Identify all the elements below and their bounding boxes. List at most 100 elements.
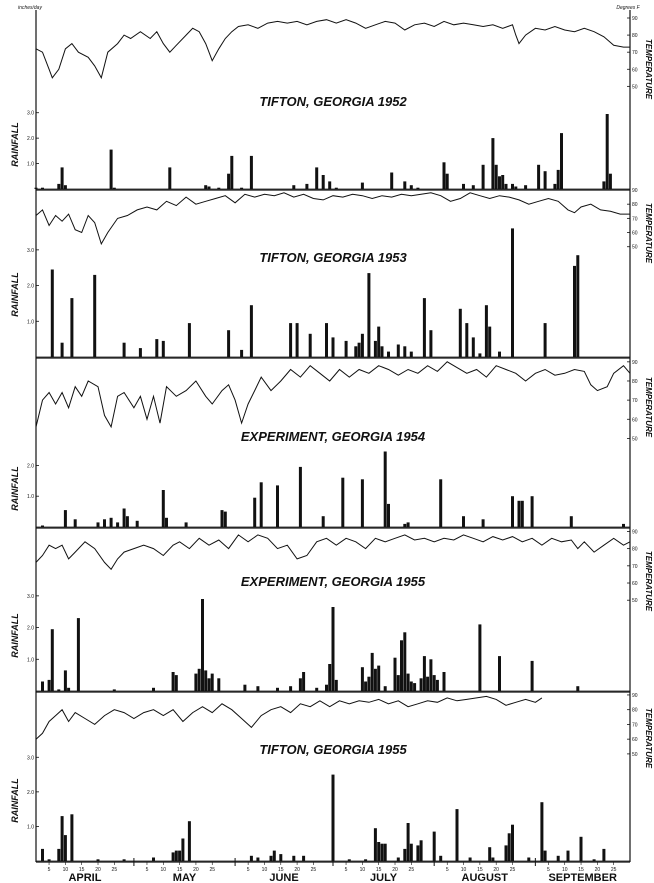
rainfall-bar bbox=[540, 802, 544, 861]
rainfall-bar bbox=[168, 167, 172, 189]
rainfall-bar bbox=[171, 672, 175, 691]
rainfall-bar bbox=[249, 305, 253, 357]
rainfall-bar bbox=[576, 686, 580, 691]
rainfall-bar bbox=[507, 833, 511, 861]
rainfall-bar bbox=[373, 340, 377, 357]
rainfall-bar bbox=[400, 640, 403, 691]
temp-tick-label: 50 bbox=[632, 84, 638, 90]
rain-tick-label: 2.0 bbox=[27, 790, 34, 796]
rainfall-bar bbox=[406, 823, 410, 861]
temp-tick-label: 80 bbox=[632, 33, 638, 39]
day-tick-label: 5 bbox=[547, 867, 550, 873]
rainfall-bar bbox=[387, 351, 390, 357]
rainfall-bar bbox=[334, 679, 338, 691]
rainfall-bar bbox=[240, 349, 244, 357]
rain-tick-label: 1.0 bbox=[27, 162, 34, 168]
rainfall-bar bbox=[122, 342, 126, 357]
rainfall-bar bbox=[138, 348, 142, 357]
rainfall-bar bbox=[488, 847, 492, 861]
rainfall-bar bbox=[481, 519, 485, 527]
rain-tick-label: 1.0 bbox=[27, 657, 34, 663]
day-tick-label: 15 bbox=[79, 867, 85, 873]
rainfall-bar bbox=[383, 843, 387, 861]
rainfall-bar bbox=[305, 183, 309, 189]
rainfall-bar bbox=[383, 686, 387, 691]
day-tick-label: 15 bbox=[177, 867, 183, 873]
rainfall-bar bbox=[360, 479, 364, 527]
rainfall-bar bbox=[41, 848, 44, 861]
rainfall-bar bbox=[360, 667, 364, 691]
rainfall-bar bbox=[57, 848, 61, 861]
rain-tick-label: 2.0 bbox=[27, 136, 34, 142]
rainfall-bar bbox=[70, 814, 74, 861]
rainfall-axis-label: RAINFALL bbox=[10, 272, 20, 317]
temp-tick-label: 80 bbox=[632, 202, 638, 208]
temp-tick-label: 70 bbox=[632, 50, 638, 56]
rainfall-bar bbox=[289, 323, 293, 357]
rainfall-bar bbox=[34, 187, 38, 189]
rainfall-bar bbox=[494, 164, 498, 189]
rainfall-bar bbox=[194, 673, 198, 691]
temp-tick-label: 80 bbox=[632, 547, 638, 553]
rainfall-bar bbox=[187, 323, 191, 357]
panel-title: TIFTON, GEORGIA 1952 bbox=[259, 94, 407, 109]
rainfall-bar bbox=[47, 859, 51, 861]
rainfall-bar bbox=[67, 687, 71, 691]
temp-tick-label: 90 bbox=[632, 188, 638, 194]
rainfall-bar bbox=[608, 173, 612, 189]
day-tick-label: 10 bbox=[562, 867, 568, 873]
rainfall-bar bbox=[380, 843, 384, 861]
rainfall-bar bbox=[409, 185, 413, 189]
rainfall-bar bbox=[112, 187, 116, 189]
rainfall-bar bbox=[41, 525, 44, 527]
rainfall-bar bbox=[377, 842, 381, 861]
day-tick-label: 10 bbox=[360, 867, 366, 873]
rainfall-bar bbox=[60, 167, 64, 189]
rainfall-bar bbox=[152, 857, 155, 861]
rainfall-bar bbox=[298, 678, 302, 691]
rainfall-bar bbox=[41, 187, 44, 189]
day-tick-label: 20 bbox=[595, 867, 601, 873]
rainfall-bar bbox=[478, 353, 482, 357]
rainfall-bar bbox=[256, 857, 260, 861]
rainfall-bar bbox=[390, 172, 394, 189]
rainfall-bar bbox=[373, 828, 377, 861]
temp-tick-label: 50 bbox=[632, 752, 638, 758]
rainfall-bar bbox=[396, 857, 400, 861]
rainfall-bar bbox=[328, 664, 332, 691]
rainfall-bar bbox=[207, 186, 211, 189]
chart-panel-5: TIFTON, GEORGIA 1955 1.0 2.0 3.0 RAINFALL 50 6… bbox=[10, 693, 653, 863]
rain-tick-label: 2.0 bbox=[27, 463, 34, 469]
rainfall-bar bbox=[566, 850, 570, 861]
rain-tick-label: 3.0 bbox=[27, 111, 34, 117]
rainfall-bar bbox=[302, 855, 306, 861]
temperature-axis-label: TEMPERATURE bbox=[644, 551, 653, 612]
rainfall-bar bbox=[184, 522, 188, 527]
temp-tick-label: 50 bbox=[632, 245, 638, 251]
rainfall-bar bbox=[289, 686, 293, 691]
rainfall-bar bbox=[341, 477, 345, 527]
rainfall-bar bbox=[484, 305, 488, 357]
rainfall-bar bbox=[272, 850, 276, 861]
rainfall-bar bbox=[543, 171, 547, 189]
rainfall-axis-label: RAINFALL bbox=[10, 778, 20, 823]
rainfall-bar bbox=[116, 522, 120, 527]
panel-title: EXPERIMENT, GEORGIA 1954 bbox=[241, 429, 426, 444]
rainfall-bar bbox=[605, 114, 609, 189]
rainfall-bar bbox=[458, 308, 462, 357]
rainfall-bar bbox=[569, 516, 573, 527]
temp-tick-label: 70 bbox=[632, 216, 638, 222]
rainfall-bar bbox=[439, 479, 443, 527]
rainfall-bar bbox=[481, 164, 485, 189]
rainfall-axis-label: RAINFALL bbox=[10, 613, 20, 658]
day-tick-label: 25 bbox=[409, 867, 415, 873]
rainfall-bar bbox=[409, 351, 413, 357]
rainfall-bar bbox=[331, 774, 335, 861]
rainfall-bar bbox=[426, 676, 430, 691]
rain-tick-label: 1.0 bbox=[27, 824, 34, 830]
day-tick-label: 10 bbox=[461, 867, 467, 873]
rainfall-bar bbox=[227, 330, 231, 357]
rainfall-bar bbox=[57, 183, 61, 189]
day-tick-label: 25 bbox=[611, 867, 617, 873]
rainfall-bar bbox=[197, 668, 201, 691]
